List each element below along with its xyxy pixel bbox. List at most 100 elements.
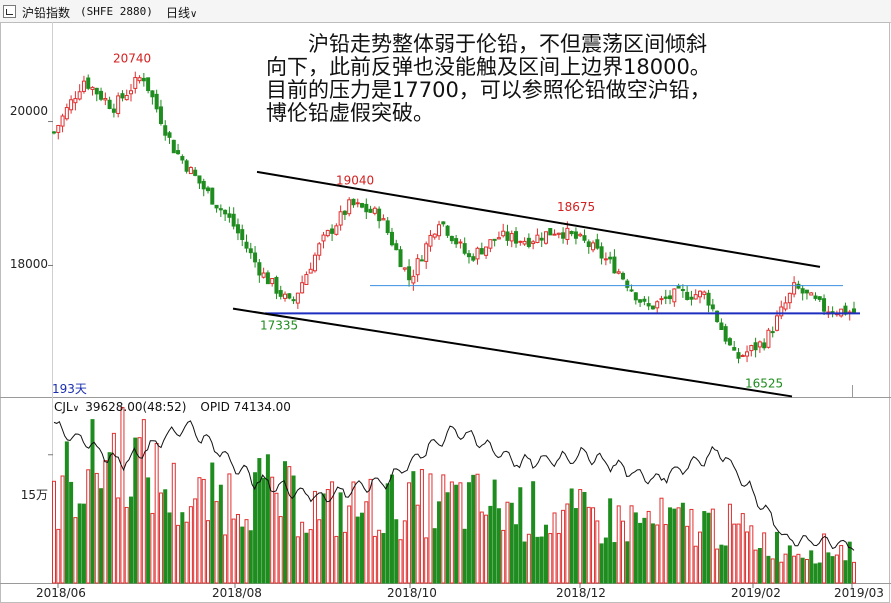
- candle-body: [522, 240, 527, 245]
- period-selector[interactable]: 日线∨: [163, 3, 200, 22]
- volume-bar: [826, 552, 831, 584]
- candle-body: [150, 90, 155, 98]
- annotation-line-2: 向下，此前反弹也没能触及区间上边界18000。: [266, 55, 711, 79]
- channel-upper-line: [256, 170, 821, 268]
- candle-body: [257, 262, 262, 276]
- chart-icon: [3, 5, 16, 18]
- candle-body: [52, 131, 56, 134]
- candle-body: [787, 292, 792, 304]
- volume-bar: [312, 490, 317, 584]
- candle-body: [573, 231, 578, 239]
- candle-body: [466, 253, 471, 258]
- volume-legend: CJL∨ 39628.00(48:52) OPID 74134.00: [54, 400, 291, 414]
- x-tick-label-2019-02: 2019/02: [731, 586, 781, 600]
- volume-bar: [449, 481, 454, 584]
- volume-bar: [394, 519, 399, 584]
- candle-body: [244, 241, 249, 249]
- candle-body: [650, 305, 655, 310]
- volume-bar: [437, 501, 442, 584]
- volume-bar: [697, 531, 702, 584]
- volume-bar: [351, 481, 356, 584]
- candle-body: [565, 227, 570, 240]
- indicator-selector[interactable]: CJL∨: [54, 400, 85, 414]
- candle-body: [355, 202, 360, 205]
- volume-bar: [240, 526, 245, 584]
- volume-bar: [86, 469, 91, 584]
- volume-bar: [787, 545, 792, 584]
- volume-bar: [792, 555, 797, 584]
- volume-bar: [402, 520, 407, 584]
- volume-bar: [103, 460, 108, 584]
- volume-bar: [488, 505, 493, 584]
- volume-bar: [317, 519, 322, 584]
- volume-bar: [445, 492, 450, 584]
- volume-bar: [582, 491, 587, 584]
- volume-bar: [133, 437, 138, 584]
- volume-bar: [338, 492, 343, 584]
- candle-body: [389, 231, 394, 246]
- candle-body: [638, 299, 643, 303]
- candle-body: [693, 294, 698, 300]
- volume-bar: [407, 482, 412, 584]
- annotation-line-1: 沪铅走势整体弱于伦铅，不但震荡区间倾斜: [308, 32, 707, 56]
- candle-body: [603, 258, 608, 261]
- candle-body: [578, 233, 583, 237]
- candle-body: [274, 276, 279, 294]
- candle-body: [398, 249, 403, 268]
- candle-body: [218, 208, 223, 211]
- candle-body: [184, 160, 189, 172]
- candle-body: [796, 283, 801, 289]
- volume-bar: [471, 474, 476, 584]
- candle-body: [188, 167, 193, 175]
- opid-value: OPID 74134.00: [200, 400, 291, 414]
- candle-body: [800, 288, 805, 294]
- candle-body: [766, 329, 771, 348]
- candle-body: [620, 272, 625, 280]
- candle-body: [715, 310, 720, 323]
- candle-body: [432, 233, 437, 238]
- candle-body: [552, 233, 557, 236]
- candle-body: [402, 267, 407, 270]
- candle-body: [702, 291, 707, 295]
- candle-body: [304, 274, 309, 286]
- volume-bar: [638, 522, 643, 584]
- volume-bar: [154, 443, 159, 584]
- candle-body: [706, 292, 711, 306]
- candle-body: [317, 243, 322, 256]
- candle-body: [539, 237, 544, 241]
- volume-bar: [227, 473, 232, 584]
- candle-body: [543, 231, 548, 244]
- y-tick-label-15wan: 15万: [20, 488, 48, 502]
- volume-bar: [210, 462, 215, 584]
- volume-bar: [295, 536, 300, 584]
- candle-body: [753, 342, 758, 351]
- candle-body: [103, 98, 108, 101]
- volume-bar: [283, 461, 288, 584]
- volume-bar: [573, 508, 578, 584]
- candle-body: [501, 230, 506, 237]
- volume-bar: [377, 529, 382, 584]
- volume-bar: [774, 531, 779, 584]
- candle-body: [94, 87, 99, 95]
- candle-body: [338, 211, 343, 226]
- candle-body: [531, 241, 536, 245]
- candle-body: [419, 259, 424, 262]
- candle-body: [518, 240, 523, 243]
- indicator-label: CJL: [54, 400, 73, 414]
- volume-bar: [188, 506, 193, 584]
- candle-body: [111, 108, 116, 113]
- candle-body: [591, 242, 596, 251]
- volume-bar: [274, 492, 279, 584]
- candle-body: [193, 169, 198, 176]
- volume-bar: [561, 509, 566, 584]
- volume-bar: [342, 531, 347, 584]
- candle-body: [496, 237, 501, 240]
- volume-bar: [603, 537, 608, 584]
- candle-body: [312, 254, 317, 272]
- volume-bar: [783, 553, 788, 584]
- candle-body: [364, 203, 369, 213]
- x-tick-label-2019-03: 2019/03: [834, 586, 884, 600]
- volume-bar: [257, 458, 262, 584]
